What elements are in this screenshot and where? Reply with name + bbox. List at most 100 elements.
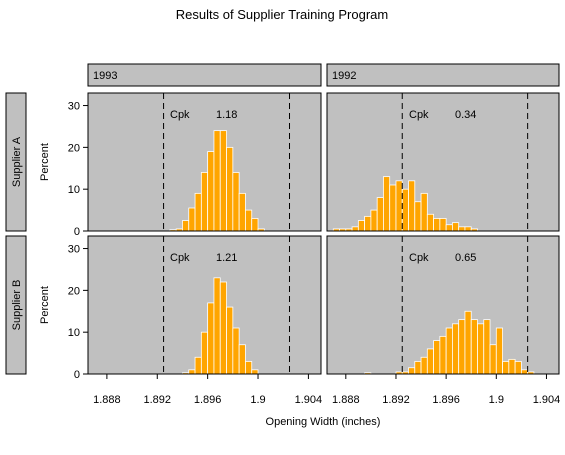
panel-background <box>327 93 559 231</box>
panel-supplier-b-1993: Cpk 1.21 0 10 20 30 1.888 1.892 1.896 1.9 1.904 <box>68 235 323 406</box>
cpk-value: 0.34 <box>455 109 476 121</box>
histogram-bar <box>489 344 497 375</box>
histogram-bar <box>245 361 253 375</box>
y-tick-label: 20 <box>68 285 80 297</box>
x-tick-label: 1.904 <box>295 394 323 406</box>
histogram-bar <box>219 281 227 375</box>
histogram-bar <box>188 369 196 375</box>
histogram-bar <box>232 327 240 375</box>
histogram-bar <box>420 192 428 232</box>
histogram-bar <box>226 306 234 375</box>
histogram-bar <box>464 310 472 375</box>
histogram-bar <box>452 222 460 232</box>
panel-grid: Cpk 1.18 0 10 20 30 Cpk 0.34 Cpk 1.21 0 10 20 30 1.888… <box>68 92 561 406</box>
x-axis-label: Opening Width (inches) <box>266 416 381 428</box>
histogram-bar <box>420 356 428 375</box>
histogram-bar <box>357 220 366 232</box>
row-header-supplier-b-label: Supplier B <box>11 280 23 331</box>
histogram-bar <box>502 361 510 375</box>
histogram-bar <box>376 197 384 232</box>
x-tick-label: 1.896 <box>194 394 222 406</box>
y-tick-label: 30 <box>68 244 80 256</box>
histogram-bar <box>207 302 215 375</box>
x-tick-label: 1.9 <box>250 394 265 406</box>
x-tick-label: 1.892 <box>382 394 410 406</box>
x-tick-label: 1.896 <box>432 394 460 406</box>
histogram-bar <box>408 180 416 232</box>
histogram-bar <box>188 207 196 232</box>
cpk-value: 1.18 <box>216 109 237 121</box>
histogram-bar <box>401 188 409 232</box>
histogram-bar <box>213 130 221 232</box>
histogram-bar <box>452 323 460 375</box>
panel-supplier-b-1992: Cpk 0.65 1.888 1.892 1.896 1.9 1.904 <box>326 235 561 406</box>
histogram-bar <box>414 201 422 232</box>
column-header-1992-label: 1992 <box>332 70 356 82</box>
histogram-bar <box>232 172 240 232</box>
histogram-bar <box>408 367 416 375</box>
histogram-bar <box>182 220 190 232</box>
histogram-bar <box>464 226 472 232</box>
y-tick-label: 0 <box>74 226 80 238</box>
histogram-bar <box>219 130 227 232</box>
histogram-bar <box>245 209 253 232</box>
column-header-1993 <box>87 63 322 87</box>
histogram-bar <box>458 226 466 232</box>
cpk-value: 0.65 <box>455 252 476 264</box>
cpk-label: Cpk <box>409 252 429 264</box>
y-tick-label: 10 <box>68 184 80 196</box>
histogram-bar <box>439 218 447 232</box>
histogram-bar <box>251 369 259 375</box>
histogram-bar <box>414 361 422 375</box>
histogram-bar <box>238 192 246 232</box>
histogram-bar <box>514 361 522 375</box>
histogram-bar <box>426 348 434 375</box>
panel-supplier-a-1992: Cpk 0.34 <box>326 92 560 232</box>
cpk-label: Cpk <box>170 109 190 121</box>
row-header-supplier-b <box>5 235 27 375</box>
histogram-bar <box>458 319 466 375</box>
panel-frame <box>87 92 322 232</box>
histogram-bar <box>194 356 202 375</box>
panel-supplier-a-1993: Cpk 1.18 0 10 20 30 <box>68 92 322 238</box>
histogram-bar <box>383 176 391 232</box>
histogram-bar <box>520 369 529 375</box>
panel-frame <box>326 92 560 232</box>
x-tick-label: 1.888 <box>332 394 360 406</box>
y-tick-label: 0 <box>74 369 80 381</box>
column-header-1993-label: 1993 <box>93 70 117 82</box>
histogram-bar <box>370 209 378 232</box>
histogram-bar <box>194 192 202 232</box>
cpk-value: 1.21 <box>216 252 237 264</box>
column-header-1992 <box>326 63 560 87</box>
histogram-bar <box>477 323 485 375</box>
x-tick-label: 1.888 <box>93 394 121 406</box>
histogram-bar <box>508 358 516 375</box>
histogram-bar <box>389 184 397 232</box>
histogram-bar <box>495 327 503 375</box>
histogram-bar <box>207 151 215 232</box>
histogram-bar <box>200 331 209 375</box>
histogram-bar <box>251 218 259 232</box>
chart-title: Results of Supplier Training Program <box>176 7 388 22</box>
histogram-bar <box>470 319 478 375</box>
histogram-bar <box>483 319 491 375</box>
histogram-bar <box>426 213 434 232</box>
histogram-bar <box>445 224 453 232</box>
row-header-supplier-a <box>5 92 27 232</box>
cpk-label: Cpk <box>170 252 190 264</box>
histogram-bar <box>226 146 234 232</box>
histogram-bar <box>351 226 359 232</box>
panel-frame <box>87 235 322 375</box>
y-axis-label-row-b: Percent <box>39 286 51 324</box>
histogram-bar <box>439 335 447 375</box>
histogram-bar <box>364 215 372 232</box>
histogram-bar <box>213 277 221 375</box>
histogram-bar <box>445 327 453 375</box>
row-header-supplier-a-label: Supplier A <box>11 136 23 187</box>
x-tick-label: 1.904 <box>533 394 561 406</box>
panel-frame <box>326 235 560 375</box>
histogram-bar <box>395 180 403 232</box>
histogram-bar <box>238 344 246 375</box>
